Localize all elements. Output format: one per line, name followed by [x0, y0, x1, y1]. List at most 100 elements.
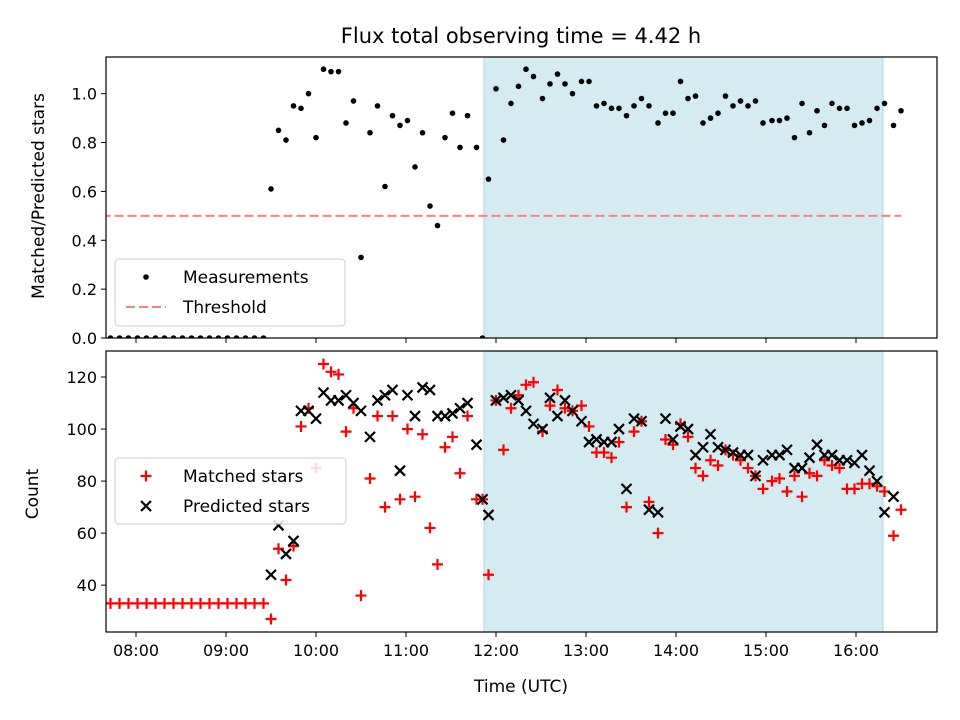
matched-stars-point — [781, 486, 793, 497]
chart-title: Flux total observing time = 4.42 h — [341, 24, 701, 48]
measurements-point — [367, 129, 373, 136]
matched-stars-point — [774, 472, 785, 484]
predicted-stars-point — [605, 436, 618, 448]
measurements-point — [530, 73, 537, 80]
matched-stars-point — [106, 602, 107, 605]
measurements-point — [569, 90, 576, 97]
matched-stars-point — [712, 459, 724, 471]
measurements-point — [143, 335, 150, 338]
matched-stars-point — [372, 410, 383, 422]
matched-stars-point — [447, 431, 458, 443]
y-tick-label: 80 — [77, 472, 97, 491]
x-tick-label: 10:00 — [293, 641, 339, 660]
measurements-point — [692, 93, 699, 99]
measurements-point — [343, 120, 349, 126]
y-tick-label: 0.8 — [72, 134, 97, 153]
matched-stars-point — [417, 428, 428, 440]
measurements-point — [662, 110, 669, 116]
predicted-stars-point — [727, 446, 739, 459]
measurements-point — [638, 95, 645, 102]
matched-stars-point — [355, 590, 367, 602]
matched-stars-point — [379, 501, 391, 513]
measurements-point — [890, 122, 897, 129]
plot-area — [106, 66, 904, 338]
predicted-stars-point — [446, 407, 459, 420]
measurements-point — [829, 100, 835, 107]
measurements-point — [623, 112, 630, 119]
predicted-stars-point — [505, 389, 517, 402]
count-panel: 40 60 80 100 120 08:00 09:00 10:00 11:00 12:00 13:… — [66, 350, 938, 660]
predicted-stars-point — [613, 423, 625, 435]
measurements-point — [328, 68, 334, 75]
matched-stars-point — [628, 426, 640, 438]
measurements-point — [836, 105, 843, 112]
predicted-stars-point — [551, 410, 564, 422]
matched-stars-point — [660, 433, 671, 445]
x-tick-label: 08:00 — [113, 641, 159, 660]
measurements-point — [523, 66, 529, 73]
matched-stars-point — [598, 446, 610, 458]
measurements-point — [179, 335, 186, 338]
y-tick-label: 60 — [77, 524, 97, 543]
legend-box — [114, 258, 346, 327]
predicted-stars-point — [439, 410, 451, 422]
predicted-stars-point — [575, 415, 588, 428]
matched-stars-point — [697, 470, 709, 482]
matched-stars-point — [613, 436, 625, 448]
matched-stars-point — [888, 530, 899, 542]
legend-swatch-plus — [140, 470, 152, 482]
predicted-stars-point — [280, 548, 292, 560]
plot-frame — [105, 350, 938, 633]
matched-stars-point — [811, 470, 823, 482]
predicted-stars-point — [674, 420, 687, 433]
matched-stars-point — [690, 462, 701, 474]
predicted-stars-point — [394, 464, 406, 477]
predicted-stars-point — [635, 415, 648, 428]
measurements-point — [457, 144, 463, 151]
measurements-point — [700, 120, 706, 126]
measurements-point — [784, 115, 790, 121]
predicted-stars-point — [704, 428, 717, 441]
predicted-stars-point — [424, 384, 436, 396]
predicted-stars-point — [781, 444, 793, 456]
predicted-stars-point — [310, 412, 322, 425]
matched-stars-point — [505, 402, 517, 414]
predicted-stars-point — [659, 412, 672, 425]
measurements-point — [851, 122, 858, 129]
measurements-point — [397, 122, 403, 129]
matched-stars-point — [258, 597, 269, 609]
predicted-stars-point — [811, 438, 823, 451]
predicted-stars-point — [566, 405, 579, 417]
matched-stars-point — [849, 483, 860, 495]
matched-stars-point — [879, 486, 890, 497]
measurements-point — [898, 107, 904, 114]
measurements-point — [479, 335, 486, 338]
predicted-stars-point — [887, 490, 900, 503]
measurements-point — [722, 93, 729, 99]
x-tick-label: 16:00 — [833, 641, 879, 660]
matched-stars-point — [280, 574, 292, 586]
measurements-point — [760, 120, 766, 126]
predicted-stars-point — [697, 441, 709, 454]
matched-stars-point — [789, 470, 800, 482]
predicted-stars-point — [490, 394, 502, 407]
matched-stars-point — [742, 462, 754, 474]
predicted-stars-point — [527, 418, 540, 430]
legend-box — [114, 457, 347, 525]
measurements-point — [313, 134, 319, 141]
measurements-point — [215, 335, 222, 338]
measurements-point — [107, 335, 114, 338]
measurements-point — [814, 107, 820, 114]
matched-stars-point — [520, 379, 532, 391]
x-axis-label: Time (UTC) — [473, 677, 568, 697]
predicted-stars-point — [287, 535, 300, 547]
measurements-point — [493, 85, 499, 92]
predicted-stars-point — [871, 475, 883, 487]
y-tick-label: 0.2 — [72, 280, 97, 299]
measurements-point — [670, 110, 676, 116]
measurements-point — [776, 117, 783, 124]
shaded-region — [483, 350, 884, 633]
measurements-point — [188, 335, 195, 338]
measurements-point — [500, 137, 507, 143]
measurements-point — [449, 110, 456, 116]
